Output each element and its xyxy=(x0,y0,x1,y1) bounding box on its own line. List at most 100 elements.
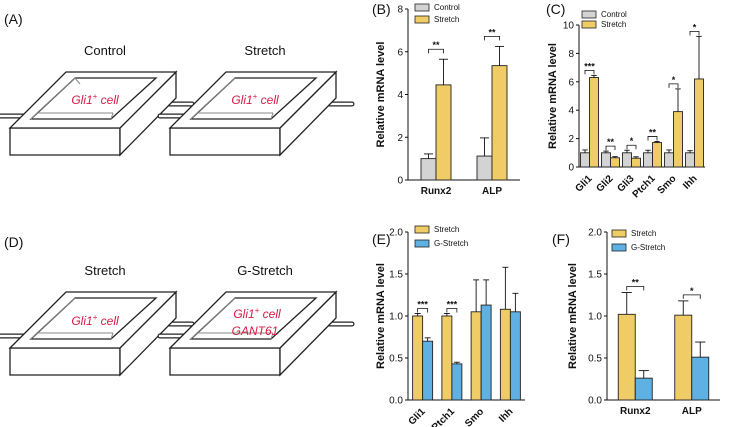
legend-swatch-stretch xyxy=(611,229,627,238)
y-tick-label: 6 xyxy=(397,47,403,58)
significance-bracket xyxy=(605,145,616,151)
legend-swatch-stretch xyxy=(581,20,597,29)
cell-label: Gli1+ cell xyxy=(231,92,279,107)
dish-title: G-Stretch xyxy=(237,263,293,278)
panel-label: (C) xyxy=(546,1,565,17)
y-tick-label: 10 xyxy=(563,21,575,32)
significance-bracket xyxy=(668,83,679,88)
cell-label: Gli1+ cell xyxy=(233,306,281,321)
significance-bracket xyxy=(584,70,595,75)
bar-stretch xyxy=(694,78,704,168)
drug-label: GANT61 xyxy=(232,324,279,338)
panel-d-label: (D) xyxy=(4,234,23,250)
legend-label: Control xyxy=(434,3,460,12)
legend-swatch-stretch xyxy=(414,225,430,234)
y-tick-label: 1.5 xyxy=(389,270,403,281)
panel-label: (E) xyxy=(372,231,391,247)
x-category-label: Runx2 xyxy=(421,186,452,197)
y-tick-label: 4 xyxy=(397,90,403,101)
significance-marker: * xyxy=(690,286,694,296)
panel-a: (A) Control Gli1+ cell Stretch xyxy=(0,11,355,157)
y-tick-label: 2 xyxy=(568,134,574,145)
x-category-label: Smo xyxy=(656,173,679,196)
x-category-label: Runx2 xyxy=(620,406,651,417)
legend-swatch-stretch xyxy=(414,15,430,24)
bar-gstretch xyxy=(509,311,521,401)
bar-stretch xyxy=(441,315,453,401)
bar-gstretch xyxy=(451,363,463,401)
bar-control xyxy=(685,152,695,168)
cell-label: Gli1+ cell xyxy=(71,92,119,107)
y-tick-label: 6 xyxy=(568,77,574,88)
y-tick-label: 0 xyxy=(568,163,574,174)
dish-title: Stretch xyxy=(244,43,285,58)
y-tick-label: 2 xyxy=(397,133,403,144)
bar-stretch xyxy=(589,77,599,168)
bar-gstretch xyxy=(422,340,434,401)
significance-marker: ** xyxy=(432,40,440,50)
x-category-label: Gli1 xyxy=(573,173,594,194)
stretch-dish-drawing xyxy=(157,290,355,377)
bar-control xyxy=(476,155,493,181)
panel-a-label: (A) xyxy=(4,11,23,27)
x-category-label: Ptch1 xyxy=(631,173,658,200)
x-category-label: Ptch1 xyxy=(430,406,457,427)
y-tick-label: 8 xyxy=(397,5,403,16)
x-category-label: Smo xyxy=(463,406,486,427)
bar-stretch xyxy=(617,313,636,401)
bar-control xyxy=(580,152,590,168)
significance-bracket xyxy=(626,286,645,291)
bar-control xyxy=(420,158,437,181)
stretch-dish-drawing xyxy=(0,290,195,377)
stretch-dish-drawing xyxy=(157,70,355,157)
bar-stretch xyxy=(435,84,452,181)
y-tick-label: 0.5 xyxy=(588,354,602,365)
bar-stretch xyxy=(499,308,511,401)
dish-title: Control xyxy=(84,43,126,58)
x-category-label: Gli1 xyxy=(407,406,428,427)
significance-marker: ** xyxy=(607,137,615,147)
dish-control: Control Gli1+ cell xyxy=(0,43,195,157)
bar-stretch xyxy=(673,111,683,168)
significance-marker: * xyxy=(672,75,676,85)
bar-stretch xyxy=(412,315,424,401)
chart-e: (E) Relative mRNA level 0.0 0.5 1.0 1.5 2.0 Gli… xyxy=(372,225,525,427)
significance-marker: *** xyxy=(417,299,428,309)
bar-stretch xyxy=(674,314,693,401)
significance-marker: *** xyxy=(447,299,458,309)
y-axis-label: Relative mRNA level xyxy=(375,263,387,369)
significance-marker: * xyxy=(693,22,697,32)
bar-gstretch xyxy=(634,377,653,401)
dish-gstretch: G-Stretch Gli1+ cell GANT61 xyxy=(157,263,355,377)
bar-stretch xyxy=(610,157,620,168)
bar-control xyxy=(622,152,632,168)
legend-swatch-control xyxy=(581,10,597,19)
panel-label: (B) xyxy=(372,1,391,17)
legend-label: G-Stretch xyxy=(631,243,665,252)
x-category-label: Gli2 xyxy=(594,173,615,194)
bar-gstretch xyxy=(691,356,710,401)
x-category-label: ALP xyxy=(682,406,702,417)
y-tick-label: 0.0 xyxy=(588,396,602,407)
bar-stretch xyxy=(470,311,482,401)
bar-control xyxy=(664,152,674,168)
y-tick-label: 0.5 xyxy=(389,354,403,365)
legend-label: Stretch xyxy=(601,20,626,29)
bar-control xyxy=(643,152,653,168)
panel-d: (D) Stretch Gli1+ cell G-Stretch xyxy=(0,234,355,377)
legend-swatch-gstretch xyxy=(611,243,627,252)
dish-stretch-d: Stretch Gli1+ cell xyxy=(0,263,195,377)
y-tick-label: 1.0 xyxy=(389,312,403,323)
significance-marker: * xyxy=(630,136,634,146)
cell-label: Gli1+ cell xyxy=(71,313,119,328)
legend-label: Control xyxy=(601,10,627,19)
y-tick-label: 4 xyxy=(568,106,574,117)
bar-stretch xyxy=(652,142,662,168)
significance-bracket xyxy=(647,136,658,141)
significance-bracket xyxy=(484,36,500,41)
x-category-label: ALP xyxy=(482,186,502,197)
significance-marker: *** xyxy=(584,61,595,71)
panel-label: (F) xyxy=(552,231,570,247)
stretch-dish-drawing xyxy=(0,70,195,157)
